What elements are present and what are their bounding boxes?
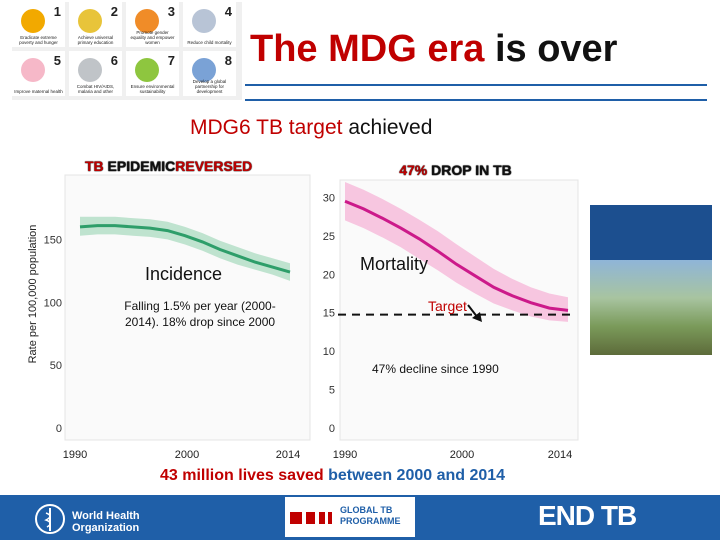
mortality-y-tick-label: 5 [329, 385, 335, 397]
mdg-goal-icon [192, 9, 216, 33]
slide-title: The MDG era is over [250, 28, 618, 70]
target-arrowhead-icon [472, 312, 482, 322]
incidence-note: Falling 1.5% per year (2000-2014). 18% d… [124, 299, 276, 329]
mortality-label: Mortality [360, 254, 429, 274]
mdg-goal-number: 1 [53, 4, 61, 19]
x-tick-label: 2014 [548, 449, 572, 461]
x-tick-label: 1990 [63, 449, 87, 461]
mdg-goal-number: 5 [53, 53, 61, 68]
incidence-series-line [79, 224, 291, 274]
charts-svg: 0 50 100 150 0 5 10 15 20 25 30 1990 2000 2014 1990 200… [44, 174, 579, 461]
x-tick-label: 2000 [450, 449, 474, 461]
mdg-goal-number: 7 [167, 53, 175, 68]
mortality-y-tick-label: 25 [323, 231, 335, 243]
mdg-goal-icon [78, 9, 102, 33]
mdg-goal-number: 2 [110, 4, 118, 19]
slide-subtitle: MDG6 TB target achieved [190, 116, 433, 139]
mdg-goal-tile: 7 Ensure environmental sustainability [126, 51, 179, 96]
end-tb-logo: END TB [538, 500, 637, 531]
mdg-goal-tile: 5 Improve maternal health [12, 51, 65, 96]
mdg-goal-number: 6 [110, 53, 118, 68]
mdg-goal-tile: 8 Develop a global partnership for develo… [183, 51, 236, 96]
mdg-goal-number: 3 [167, 4, 175, 19]
x-tick-label: 2014 [276, 449, 300, 461]
mdg-goal-tile: 2 Achieve universal primary education [69, 2, 122, 47]
target-label: Target [428, 298, 467, 314]
mortality-uncertainty-band [345, 182, 568, 322]
header-divider [245, 84, 707, 86]
mdg-goal-caption: Reduce child mortality [187, 40, 232, 45]
mdg-goal-number: 8 [224, 53, 232, 68]
mdg-goal-tile: 4 Reduce child mortality [183, 2, 236, 47]
incidence-y-tick-label: 100 [44, 297, 62, 309]
mdg-goal-icon [78, 58, 102, 82]
mortality-y-tick-label: 20 [323, 269, 335, 281]
incidence-panel-title: TB EPIDEMICREVERSED [85, 158, 253, 174]
mdg-goal-number: 4 [224, 4, 232, 19]
mortality-y-tick-label: 30 [323, 192, 335, 204]
mdg-goal-icon [135, 9, 159, 33]
incidence-y-tick-label: 50 [50, 360, 62, 372]
decline-note: 47% decline since 1990 [372, 362, 499, 376]
mdg-goal-caption: Promote gender equality and empower wome… [130, 30, 175, 45]
mdg-goal-caption: Combat HIV/AIDS, malaria and other [76, 84, 115, 94]
x-tick-label: 2000 [175, 449, 199, 461]
mdg-goal-tile: 3 Promote gender equality and empower wom… [126, 2, 179, 47]
mdg-goal-caption: Achieve universal primary education [77, 35, 114, 45]
mdg-goals-grid: 1 Eradicate extreme poverty and hunger 2 Ac… [12, 2, 242, 100]
x-tick-label: 1990 [333, 449, 357, 461]
incidence-y-tick-label: 150 [44, 234, 62, 246]
mortality-y-tick-label: 15 [323, 308, 335, 320]
mdg-goal-icon [21, 9, 45, 33]
report-photo-image [590, 260, 712, 355]
mdg-goal-icon [21, 58, 45, 82]
mdg-goal-caption: Improve maternal health [14, 89, 63, 94]
mdg-goal-icon [135, 58, 159, 82]
incidence-uncertainty-band [80, 216, 290, 281]
mdg-goal-icon [192, 58, 216, 82]
mdg-goal-caption: Ensure environmental sustainability [130, 84, 175, 94]
mortality-series-line [344, 199, 569, 312]
who-emblem-icon [35, 504, 65, 534]
mdg-goal-tile: 6 Combat HIV/AIDS, malaria and other [69, 51, 122, 96]
incidence-y-tick-label: 0 [56, 423, 62, 435]
incidence-label: Incidence [145, 264, 223, 284]
mdg-goal-caption: Eradicate extreme poverty and hunger [19, 35, 58, 45]
mdg-goal-tile: 1 Eradicate extreme poverty and hunger [12, 2, 65, 47]
mdg-goal-caption: Develop a global partnership for develop… [192, 79, 227, 94]
mortality-y-tick-label: 0 [329, 423, 335, 435]
who-logo-text: World Health Organization [72, 510, 140, 534]
gtb-logo-text: GLOBAL TB PROGRAMME [340, 505, 401, 526]
lives-saved-text: 43 million lives saved between 2000 and … [160, 467, 506, 484]
mortality-y-tick-label: 10 [323, 346, 335, 358]
header-divider-lower [245, 99, 707, 101]
gtb-bars-icon [290, 512, 332, 524]
